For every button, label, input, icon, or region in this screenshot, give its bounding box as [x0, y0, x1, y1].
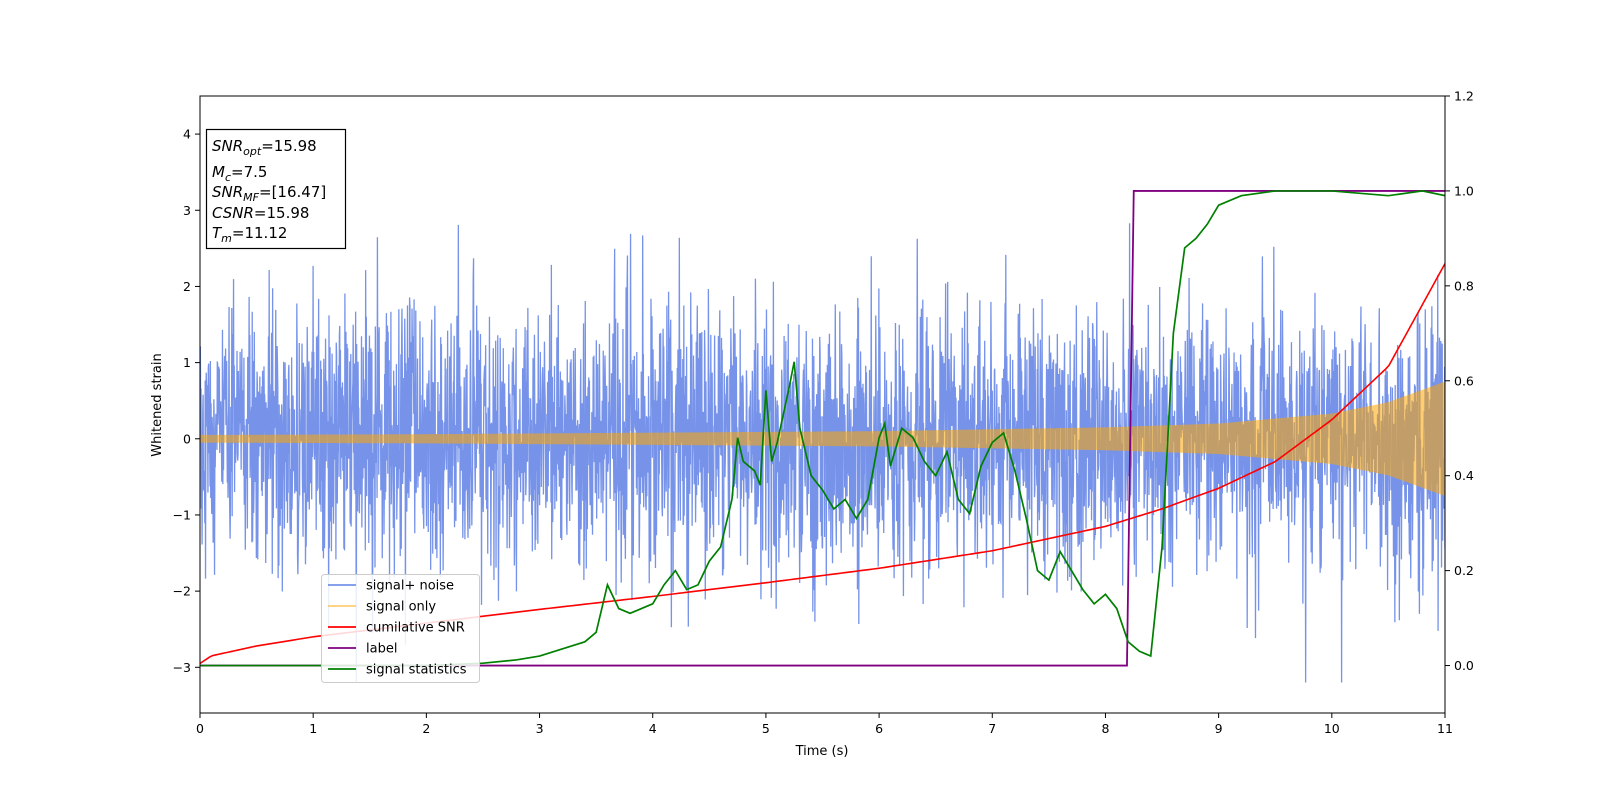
x-tick-label: 7: [988, 721, 996, 736]
x-tick-label: 3: [536, 721, 544, 736]
x-tick-label: 8: [1101, 721, 1109, 736]
y-tick-label: −1: [173, 507, 191, 522]
legend-entry-label: signal statistics: [366, 663, 467, 678]
legend-entry-label: label: [366, 642, 397, 657]
x-tick-label: 11: [1437, 721, 1453, 736]
x-tick-label: 9: [1215, 721, 1223, 736]
y-tick-label: 2: [183, 279, 191, 294]
legend-entry-label: cumilative SNR: [366, 621, 465, 636]
stats-annotation-frame: [205, 128, 347, 250]
y-tick-label: 3: [183, 203, 191, 218]
series-signal-noise-line: [200, 223, 1445, 683]
legend-entry-label: signal+ noise: [366, 579, 454, 594]
legend-entry-label: signal only: [366, 600, 436, 615]
y-axis-left: −3 −2 −1 0 1 2 3 4: [173, 127, 200, 675]
stats-annotation-line: Tm=11.12: [212, 224, 287, 245]
stats-annotation-line: CSNR=15.98: [212, 204, 309, 222]
series-signal-statistics-line: [200, 190, 1445, 667]
y-tick-label: 4: [183, 127, 191, 142]
x-tick-label: 2: [422, 721, 430, 736]
x-tick-label: 10: [1324, 721, 1340, 736]
y-tick-label: −2: [173, 584, 191, 599]
series-signal-only-line: [200, 381, 1445, 496]
y-axis-label: Whitened strain: [150, 353, 165, 456]
x-tick-label: 4: [649, 721, 657, 736]
x-axis-label: Time (s): [795, 744, 849, 759]
legend: signal+ noise signal only cumilative SNR la…: [321, 574, 480, 683]
stats-annotation-line: SNRopt=15.98: [212, 137, 317, 158]
y-tick-label: −3: [173, 660, 191, 675]
axes-frame: [199, 95, 1446, 714]
y2-tick-label: 0.6: [1454, 373, 1474, 388]
x-tick-label: 1: [309, 721, 317, 736]
x-tick-label: 5: [762, 721, 770, 736]
y2-tick-label: 0.2: [1454, 563, 1474, 578]
y2-tick-label: 0.8: [1454, 278, 1474, 293]
y-tick-label: 1: [183, 355, 191, 370]
stats-annotation-line: Mc=7.5: [212, 163, 267, 184]
y2-tick-label: 1.2: [1454, 89, 1474, 104]
stats-annotation-box: SNRopt=15.98 Mc=7.5SNRMF=[16.47]CSNR=15.9…: [205, 128, 347, 250]
legend-frame: [321, 574, 480, 683]
x-axis: 0 1 2 3 4 5 6 7 8 9 10 11: [196, 713, 1453, 736]
x-tick-label: 6: [875, 721, 883, 736]
y2-tick-label: 1.0: [1454, 183, 1474, 198]
y2-tick-label: 0.4: [1454, 468, 1474, 483]
y2-tick-label: 0.0: [1454, 658, 1474, 673]
x-tick-label: 0: [196, 721, 204, 736]
y-tick-label: 0: [183, 431, 191, 446]
stats-annotation-line: SNRMF=[16.47]: [212, 183, 326, 204]
y-axis-right: 0.0 0.2 0.4 0.6 0.8 1.0 1.2: [1445, 89, 1474, 673]
